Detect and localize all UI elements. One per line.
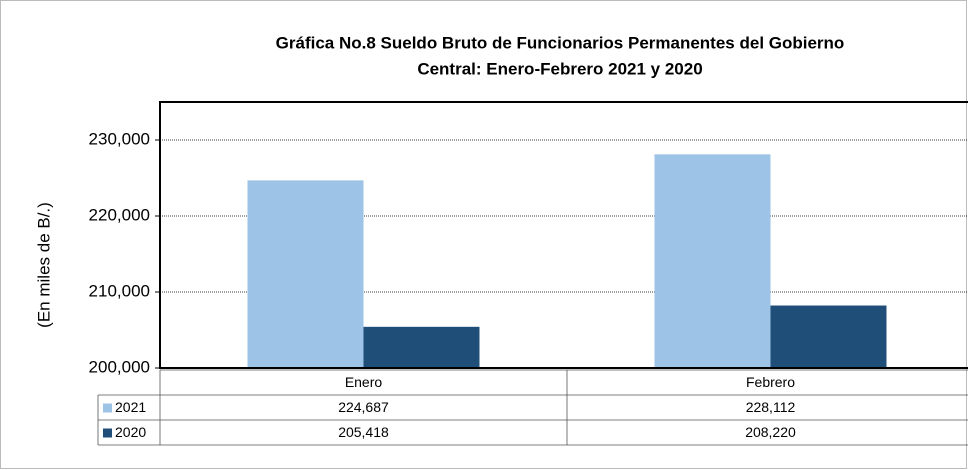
data-label: 224,687: [338, 399, 389, 415]
data-label: 208,220: [745, 424, 796, 440]
chart-title: Central: Enero-Febrero 2021 y 2020: [417, 59, 702, 78]
y-axis-label: (En miles de B/.): [34, 202, 53, 328]
x-tick-label: Enero: [345, 374, 383, 390]
bar: [770, 305, 887, 368]
plot-area: [159, 101, 968, 369]
x-tick-label: Febrero: [746, 374, 795, 390]
y-tick-label: 210,000: [89, 281, 150, 300]
bar: [247, 180, 364, 368]
y-tick-label: 230,000: [89, 129, 150, 148]
bar: [363, 326, 480, 368]
y-tick-label: 200,000: [89, 357, 150, 376]
chart-title: Gráfica No.8 Sueldo Bruto de Funcionario…: [276, 33, 845, 52]
legend-swatch: [103, 403, 112, 413]
y-tick-label: 220,000: [89, 205, 150, 224]
data-label: 205,418: [338, 424, 389, 440]
legend-label: 2021: [115, 399, 146, 415]
legend-label: 2020: [115, 424, 146, 440]
bar: [654, 154, 771, 368]
data-label: 228,112: [746, 399, 796, 415]
legend-swatch: [103, 428, 112, 438]
